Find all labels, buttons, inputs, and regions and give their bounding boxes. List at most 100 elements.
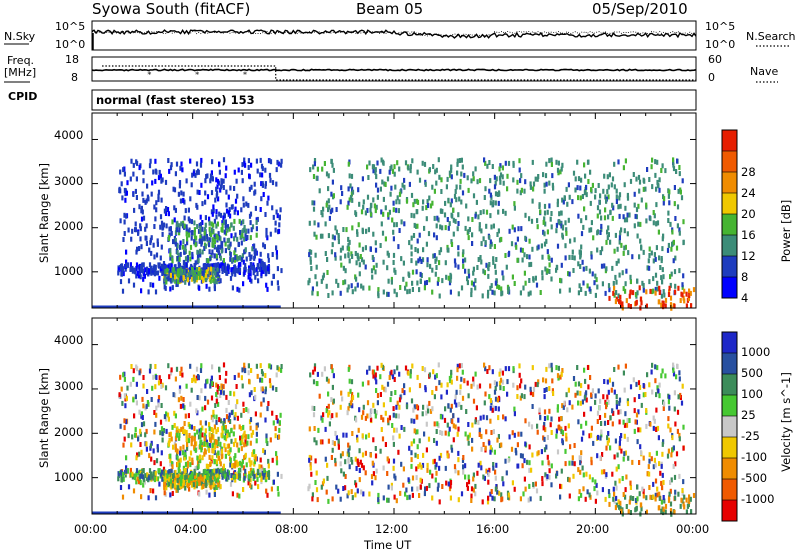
echo-point xyxy=(435,373,438,379)
velocity-colorbar xyxy=(721,331,738,522)
echo-point xyxy=(639,502,642,508)
echo-point xyxy=(201,476,204,482)
echo-point xyxy=(236,442,239,448)
echo-point xyxy=(648,471,651,477)
echo-point xyxy=(236,399,239,405)
echo-point xyxy=(239,467,242,473)
echo-point xyxy=(139,236,142,242)
echo-point xyxy=(272,420,275,426)
echo-point xyxy=(222,215,225,221)
power-ytick-1000: 1000 xyxy=(54,264,84,278)
echo-point xyxy=(645,303,648,309)
echo-point xyxy=(222,420,225,426)
echo-point xyxy=(321,481,325,487)
echo-point xyxy=(196,395,199,400)
echo-point xyxy=(148,468,152,474)
echo-point xyxy=(501,476,504,482)
echo-point xyxy=(362,410,365,416)
echo-point xyxy=(237,467,241,473)
echo-point xyxy=(331,179,334,185)
echo-point xyxy=(466,485,469,491)
echo-point xyxy=(212,267,215,272)
echo-point xyxy=(470,287,473,293)
echo-point xyxy=(249,267,252,273)
echo-point xyxy=(491,202,494,208)
echo-point xyxy=(148,453,151,459)
echo-point xyxy=(654,256,657,262)
echo-point xyxy=(327,233,330,239)
echo-point xyxy=(209,476,212,481)
echo-point xyxy=(608,287,611,293)
echo-point xyxy=(577,496,580,502)
echo-point xyxy=(524,441,527,447)
echo-point xyxy=(209,270,212,276)
echo-point xyxy=(265,474,268,480)
echo-point xyxy=(142,403,145,409)
echo-point xyxy=(549,216,552,222)
echo-point xyxy=(647,258,650,264)
vel-ytick-2000: 2000 xyxy=(54,425,84,439)
echo-point xyxy=(470,292,473,298)
echo-point xyxy=(492,223,495,229)
echo-point xyxy=(520,226,523,232)
echo-point xyxy=(617,499,620,505)
echo-point xyxy=(236,210,239,216)
echo-point xyxy=(421,411,424,417)
echo-point xyxy=(543,447,547,453)
echo-point xyxy=(566,407,569,413)
echo-point xyxy=(568,271,571,277)
echo-point xyxy=(617,159,620,165)
echo-point xyxy=(623,228,626,234)
echo-point xyxy=(229,462,232,468)
echo-point xyxy=(477,214,480,220)
velocity-cb-label: Velocity [m s^-1] xyxy=(779,372,793,472)
echo-point xyxy=(241,367,244,373)
echo-point xyxy=(191,230,194,235)
echo-point xyxy=(494,385,497,391)
echo-point xyxy=(178,433,181,438)
echo-point xyxy=(471,437,474,443)
echo-point xyxy=(339,461,342,467)
echo-point xyxy=(249,211,253,217)
echo-point xyxy=(556,449,560,455)
echo-point xyxy=(321,417,324,423)
echo-point xyxy=(130,472,133,478)
echo-point xyxy=(594,393,597,399)
echo-point xyxy=(409,369,412,375)
echo-point xyxy=(485,223,488,229)
echo-point xyxy=(418,256,422,262)
echo-point xyxy=(482,236,485,242)
echo-point xyxy=(652,481,655,487)
echo-point xyxy=(254,205,257,211)
echo-point xyxy=(516,236,519,242)
echo-point xyxy=(468,227,471,232)
echo-point xyxy=(545,238,548,244)
echo-point xyxy=(380,221,383,227)
echo-point xyxy=(423,367,427,373)
echo-point xyxy=(334,430,337,436)
echo-point xyxy=(433,394,436,400)
echo-point xyxy=(240,412,243,418)
noise-search-line xyxy=(91,30,697,37)
echo-point xyxy=(613,367,616,372)
echo-point xyxy=(311,200,314,206)
echo-point xyxy=(250,278,253,284)
echo-point xyxy=(206,194,210,200)
echo-point xyxy=(495,484,498,489)
echo-point xyxy=(386,291,389,297)
echo-point xyxy=(134,188,137,194)
echo-point xyxy=(615,394,618,399)
echo-point xyxy=(618,445,621,451)
echo-point xyxy=(474,419,477,425)
echo-point xyxy=(479,460,482,466)
echo-point xyxy=(609,239,612,245)
echo-point xyxy=(427,408,430,414)
echo-point xyxy=(370,268,374,274)
echo-point xyxy=(470,383,473,389)
xtick-4: 16:00 xyxy=(476,522,510,536)
echo-point xyxy=(145,441,148,447)
echo-point xyxy=(457,426,460,432)
echo-point xyxy=(229,256,232,262)
echo-point xyxy=(399,285,402,290)
echo-point xyxy=(446,422,449,428)
